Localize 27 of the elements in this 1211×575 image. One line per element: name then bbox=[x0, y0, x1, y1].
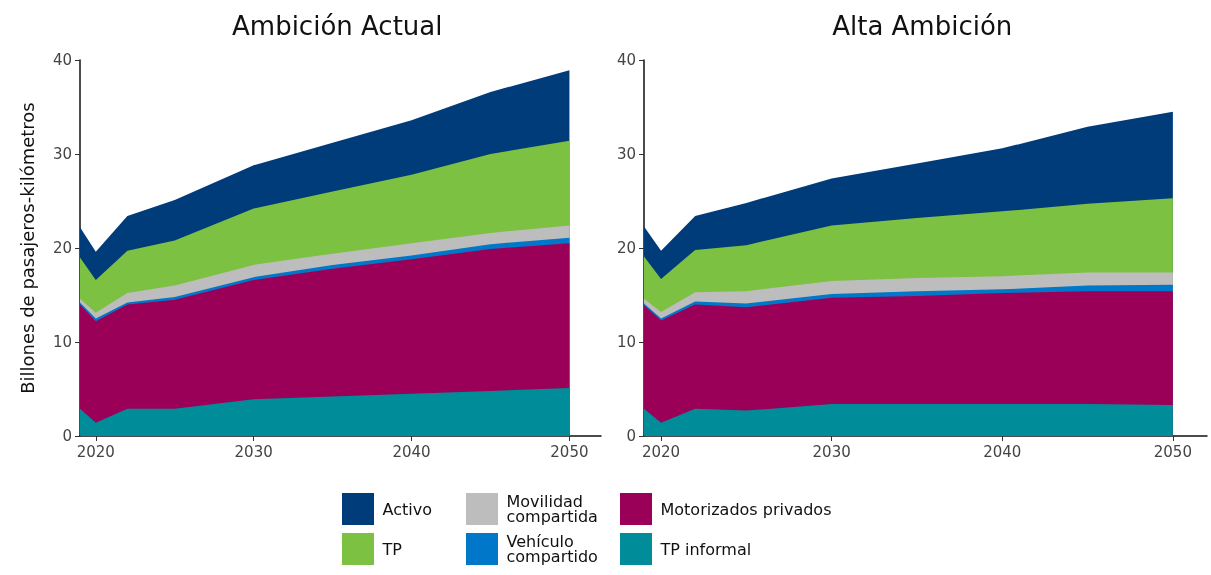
legend-label: Movilidad compartida bbox=[506, 492, 599, 526]
y-tick-label: 30 bbox=[52, 145, 72, 163]
legend-label: TP informal bbox=[660, 539, 752, 559]
y-tick-label: 20 bbox=[616, 239, 636, 257]
chart-title: Ambición Actual bbox=[232, 11, 443, 41]
x-tick-label: 2050 bbox=[1153, 442, 1192, 461]
legend-label: Vehículo compartido bbox=[506, 532, 599, 566]
y-tick-label: 10 bbox=[52, 333, 72, 351]
x-tick-label: 2020 bbox=[76, 442, 115, 461]
y-tick-label: 0 bbox=[625, 427, 636, 445]
chart-title: Alta Ambición bbox=[831, 11, 1012, 41]
x-tick-label: 2030 bbox=[234, 442, 273, 461]
y-tick-label: 0 bbox=[62, 427, 72, 445]
y-tick-label: 40 bbox=[52, 51, 72, 69]
legend-label: Activo bbox=[382, 499, 432, 519]
x-tick-label: 2030 bbox=[812, 442, 851, 461]
legend-label: Motorizados privados bbox=[660, 499, 832, 519]
x-tick-label: 2040 bbox=[392, 442, 431, 461]
legend-label: TP bbox=[382, 539, 402, 559]
x-tick-label: 2040 bbox=[982, 442, 1021, 461]
y-axis-title: Billones de pasajeros-kilómetros bbox=[16, 102, 38, 394]
y-tick-label: 40 bbox=[616, 51, 636, 69]
y-tick-label: 10 bbox=[616, 333, 636, 351]
x-tick-label: 2020 bbox=[641, 442, 680, 461]
x-tick-label: 2050 bbox=[550, 442, 589, 461]
y-tick-label: 20 bbox=[52, 239, 72, 257]
y-tick-label: 30 bbox=[616, 145, 636, 163]
